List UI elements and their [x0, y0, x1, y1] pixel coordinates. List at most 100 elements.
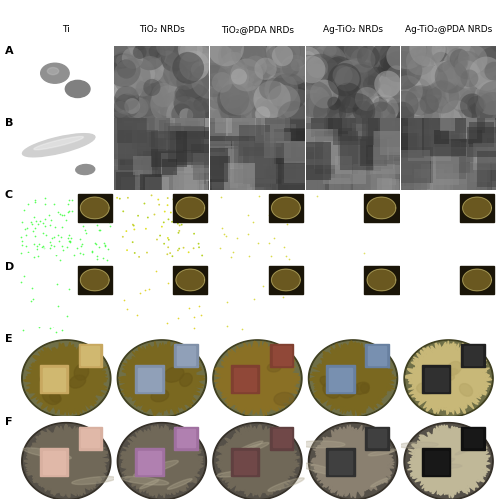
Point — [230, 62, 238, 70]
Point — [284, 134, 292, 142]
Point — [305, 44, 313, 52]
Point — [127, 125, 135, 133]
Point — [181, 268, 189, 276]
Point — [271, 124, 279, 132]
Point — [411, 182, 418, 190]
Point — [487, 71, 495, 79]
Point — [322, 122, 330, 130]
Point — [369, 72, 377, 80]
Point — [318, 112, 326, 120]
Point — [165, 216, 172, 224]
Point — [207, 108, 215, 116]
Point — [178, 140, 186, 148]
Point — [163, 100, 170, 108]
Point — [125, 76, 133, 84]
Point — [173, 168, 181, 175]
Point — [310, 177, 318, 185]
Point — [392, 122, 400, 130]
Point — [303, 136, 311, 144]
Point — [196, 122, 204, 130]
Point — [154, 94, 162, 102]
Point — [157, 106, 165, 114]
Point — [384, 89, 392, 97]
Point — [405, 89, 413, 97]
Point — [244, 166, 252, 173]
Point — [368, 86, 376, 94]
Point — [232, 79, 240, 87]
Point — [233, 130, 241, 138]
Point — [115, 91, 123, 99]
Point — [208, 156, 216, 164]
Point — [390, 116, 398, 124]
Point — [378, 90, 386, 98]
Point — [304, 67, 312, 75]
Point — [420, 128, 428, 136]
Point — [431, 106, 439, 114]
Point — [418, 48, 426, 56]
Point — [260, 116, 268, 124]
Point — [391, 118, 399, 126]
Point — [208, 98, 216, 106]
Point — [463, 116, 471, 124]
Point — [381, 89, 389, 97]
Point — [317, 120, 325, 128]
Point — [384, 104, 392, 112]
Point — [190, 72, 198, 80]
Point — [210, 116, 218, 124]
Point — [392, 162, 400, 170]
Point — [448, 180, 456, 188]
Point — [411, 100, 419, 108]
Point — [294, 94, 302, 102]
Point — [151, 158, 159, 166]
Point — [455, 101, 463, 109]
Point — [238, 146, 246, 154]
Point — [293, 102, 301, 110]
Point — [196, 69, 204, 77]
Point — [183, 65, 191, 73]
Point — [211, 83, 219, 91]
Point — [284, 48, 292, 56]
Point — [454, 109, 462, 117]
Point — [319, 167, 327, 175]
Point — [128, 72, 136, 80]
Point — [309, 178, 317, 186]
Point — [167, 148, 175, 156]
Point — [146, 102, 154, 110]
Point — [231, 144, 239, 152]
Point — [399, 162, 407, 170]
Point — [272, 104, 280, 112]
Point — [436, 85, 444, 93]
Polygon shape — [365, 344, 389, 367]
Point — [189, 159, 197, 167]
Point — [248, 124, 256, 132]
Point — [277, 172, 285, 180]
Point — [154, 148, 162, 156]
Point — [415, 142, 423, 150]
Point — [293, 70, 301, 78]
Point — [227, 170, 235, 178]
Point — [386, 127, 394, 135]
Point — [483, 109, 491, 117]
Point — [351, 81, 359, 89]
Point — [130, 84, 138, 92]
Point — [239, 150, 247, 158]
Point — [151, 182, 159, 190]
Point — [459, 98, 467, 106]
Point — [371, 159, 379, 167]
Point — [104, 212, 112, 220]
Polygon shape — [271, 197, 300, 219]
Point — [175, 116, 183, 124]
Point — [385, 168, 393, 175]
Point — [180, 84, 188, 92]
Point — [164, 244, 172, 252]
Polygon shape — [309, 422, 398, 500]
Point — [17, 234, 25, 241]
Point — [234, 85, 242, 93]
Point — [197, 311, 205, 319]
Point — [195, 81, 203, 89]
Point — [400, 136, 408, 144]
Point — [375, 178, 383, 186]
Point — [191, 56, 199, 64]
Point — [454, 166, 462, 174]
Point — [404, 90, 412, 98]
